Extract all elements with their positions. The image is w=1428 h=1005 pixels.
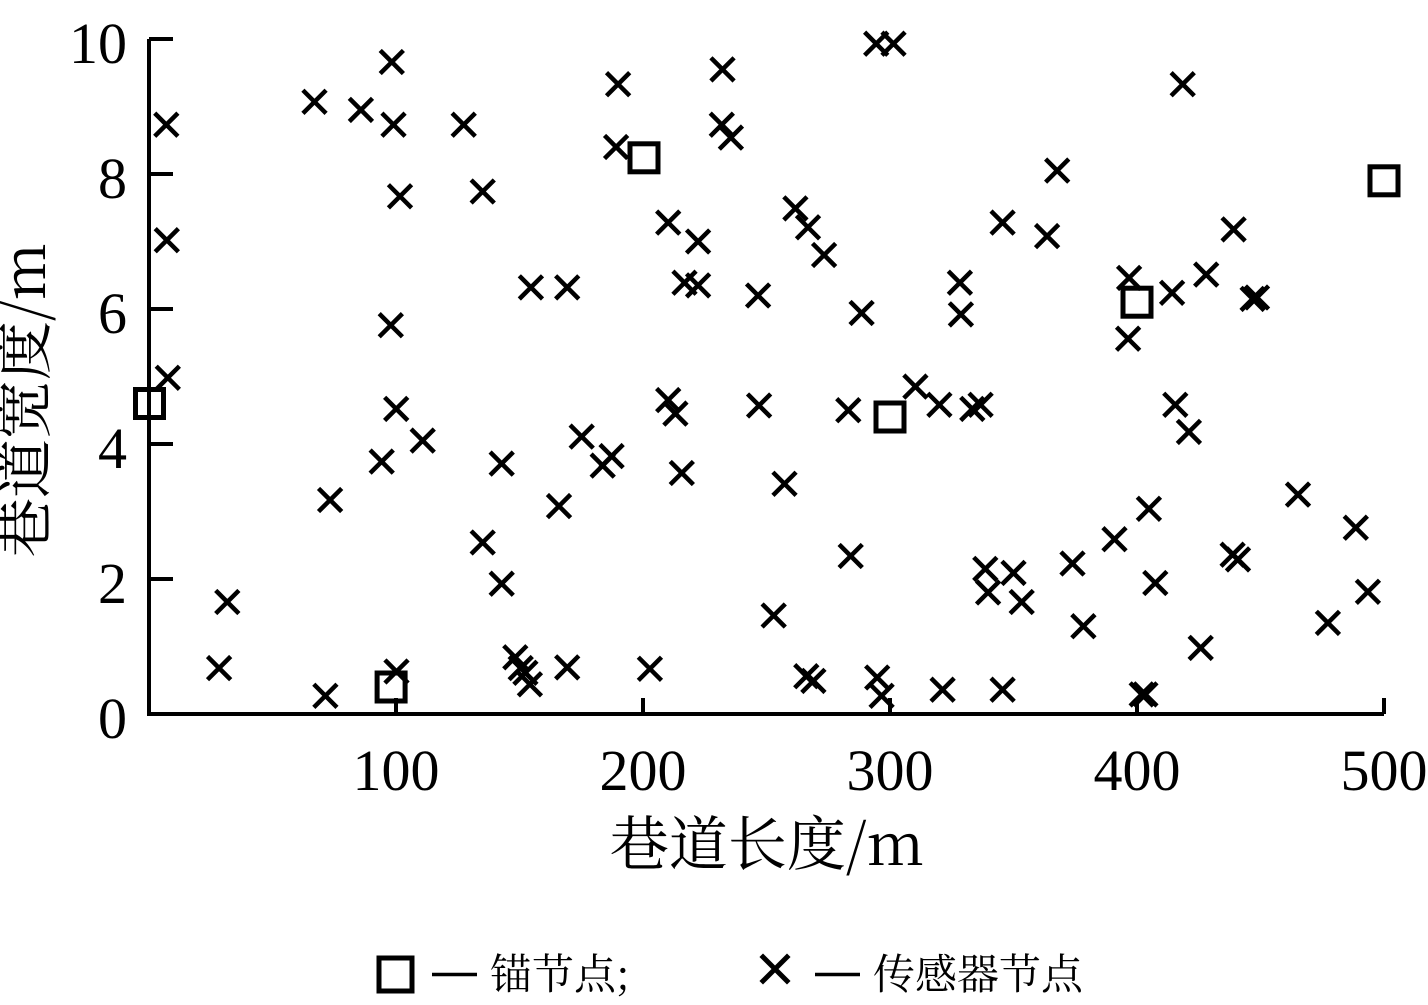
svg-text:6: 6 [98, 281, 127, 346]
svg-text:传感器节点: 传感器节点 [873, 942, 1084, 1002]
svg-text:400: 400 [1094, 738, 1181, 803]
svg-text:500: 500 [1341, 738, 1428, 803]
svg-text:100: 100 [353, 738, 440, 803]
svg-text:4: 4 [98, 416, 127, 481]
svg-text:8: 8 [98, 146, 127, 211]
svg-text:巷道宽度/m: 巷道宽度/m [0, 243, 62, 557]
svg-text:10: 10 [69, 11, 127, 76]
svg-text:0: 0 [98, 686, 127, 751]
svg-text:锚节点;: 锚节点; [490, 942, 630, 1002]
svg-text:300: 300 [847, 738, 934, 803]
svg-text:2: 2 [98, 551, 127, 616]
svg-text:200: 200 [600, 738, 687, 803]
svg-text:巷道长度/m: 巷道长度/m [610, 797, 924, 882]
